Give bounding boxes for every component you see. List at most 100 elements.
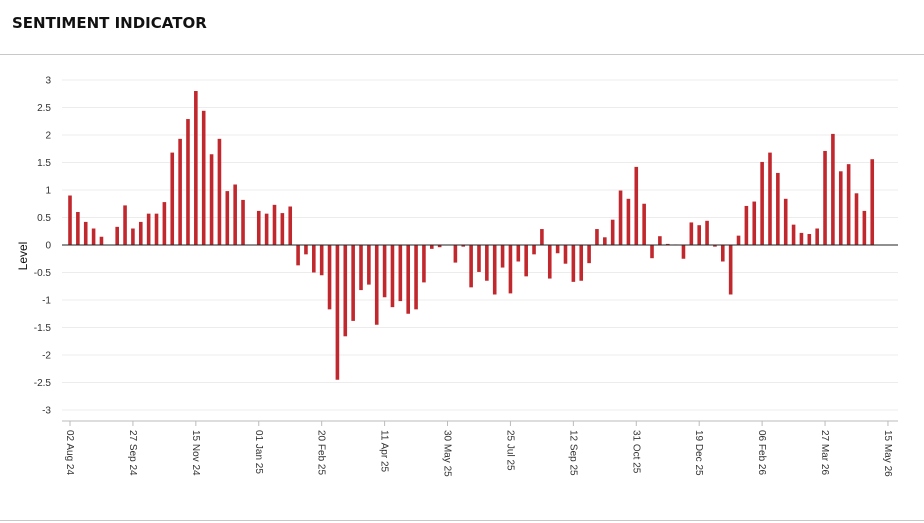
bar — [123, 205, 127, 245]
bar — [296, 245, 300, 266]
bar — [327, 245, 332, 310]
y-tick-label: -3 — [42, 406, 51, 417]
bar — [422, 245, 426, 283]
bar — [508, 245, 513, 294]
bar — [359, 245, 363, 291]
bar — [555, 245, 560, 254]
bar — [485, 245, 489, 281]
bar — [170, 152, 175, 245]
x-tick-label: 12 Sep 25 — [567, 430, 578, 476]
bar — [728, 245, 733, 295]
bar — [595, 229, 599, 245]
bar — [146, 213, 151, 245]
bar — [658, 236, 662, 245]
bar — [665, 243, 670, 245]
bar — [776, 172, 780, 245]
bar — [823, 150, 827, 245]
x-tick-label: 01 Jan 25 — [253, 430, 264, 474]
bar — [524, 245, 528, 277]
bar — [634, 166, 639, 245]
bar — [579, 245, 584, 281]
bar — [186, 119, 190, 245]
x-tick-label: 02 Aug 24 — [64, 430, 75, 475]
bar — [374, 245, 379, 325]
bar — [138, 221, 143, 245]
bar — [414, 245, 418, 310]
x-tick-label: 30 May 25 — [442, 430, 453, 477]
y-tick-label: 1.5 — [37, 158, 51, 169]
bar — [838, 171, 843, 245]
grid-lines — [62, 79, 898, 411]
bar — [870, 159, 875, 245]
bar — [563, 245, 568, 264]
bar — [335, 245, 340, 380]
y-tick-label: 1 — [45, 186, 51, 197]
x-axis — [62, 244, 898, 422]
bar — [162, 202, 167, 245]
bar — [382, 245, 387, 298]
bar — [469, 245, 473, 288]
bar — [783, 198, 788, 245]
bar — [500, 245, 505, 268]
bottom-rule — [0, 520, 924, 521]
bar-series — [68, 91, 875, 380]
bar — [233, 184, 237, 245]
bar — [815, 228, 819, 245]
bar — [791, 224, 796, 245]
bar — [406, 245, 410, 314]
bar — [705, 220, 709, 245]
bar — [760, 161, 764, 245]
bar — [68, 195, 72, 245]
bar — [461, 245, 466, 247]
x-tick-label: 31 Oct 25 — [630, 430, 641, 474]
bar — [209, 154, 214, 245]
bar — [846, 164, 851, 245]
bar — [618, 190, 623, 245]
y-tick-label: 3 — [45, 76, 51, 87]
bar — [610, 219, 615, 245]
bar — [178, 138, 182, 245]
x-tick-label: 27 Mar 26 — [819, 430, 830, 475]
bar — [256, 210, 261, 245]
bar — [689, 222, 694, 245]
bar — [398, 245, 403, 302]
bar — [713, 245, 717, 247]
bar — [681, 245, 686, 259]
bar — [99, 236, 104, 245]
bar — [304, 245, 308, 255]
x-tick-label: 27 Sep 24 — [127, 430, 138, 476]
x-tick-label: 06 Feb 26 — [756, 430, 767, 475]
bar — [477, 245, 481, 272]
bar — [343, 245, 348, 337]
bar — [225, 191, 230, 245]
bar — [854, 193, 859, 245]
bar — [862, 210, 867, 245]
x-axis-ticks: 02 Aug 24 27 Sep 24 15 Nov 24 01 Jan 25 20 F… — [64, 421, 893, 477]
bar — [768, 152, 772, 245]
bar — [83, 221, 88, 245]
bar — [540, 229, 544, 245]
bar — [217, 138, 222, 245]
bar — [831, 133, 835, 245]
bar — [76, 212, 80, 245]
bar — [131, 228, 135, 245]
bar — [390, 245, 395, 308]
bar — [154, 213, 159, 245]
bar — [532, 245, 536, 255]
bar — [799, 232, 804, 245]
y-tick-label: -2 — [42, 351, 51, 362]
bar — [453, 245, 458, 263]
y-tick-label: -1 — [42, 296, 51, 307]
bar — [351, 245, 355, 321]
bar — [516, 245, 521, 262]
bar — [807, 234, 812, 245]
y-tick-label: 2 — [45, 131, 51, 142]
bar — [603, 237, 607, 245]
bar — [272, 204, 277, 245]
bar — [241, 199, 245, 245]
bar — [367, 245, 371, 285]
x-tick-label: 20 Feb 25 — [316, 430, 327, 475]
y-tick-label: -1.5 — [34, 323, 52, 334]
bar — [429, 245, 434, 249]
